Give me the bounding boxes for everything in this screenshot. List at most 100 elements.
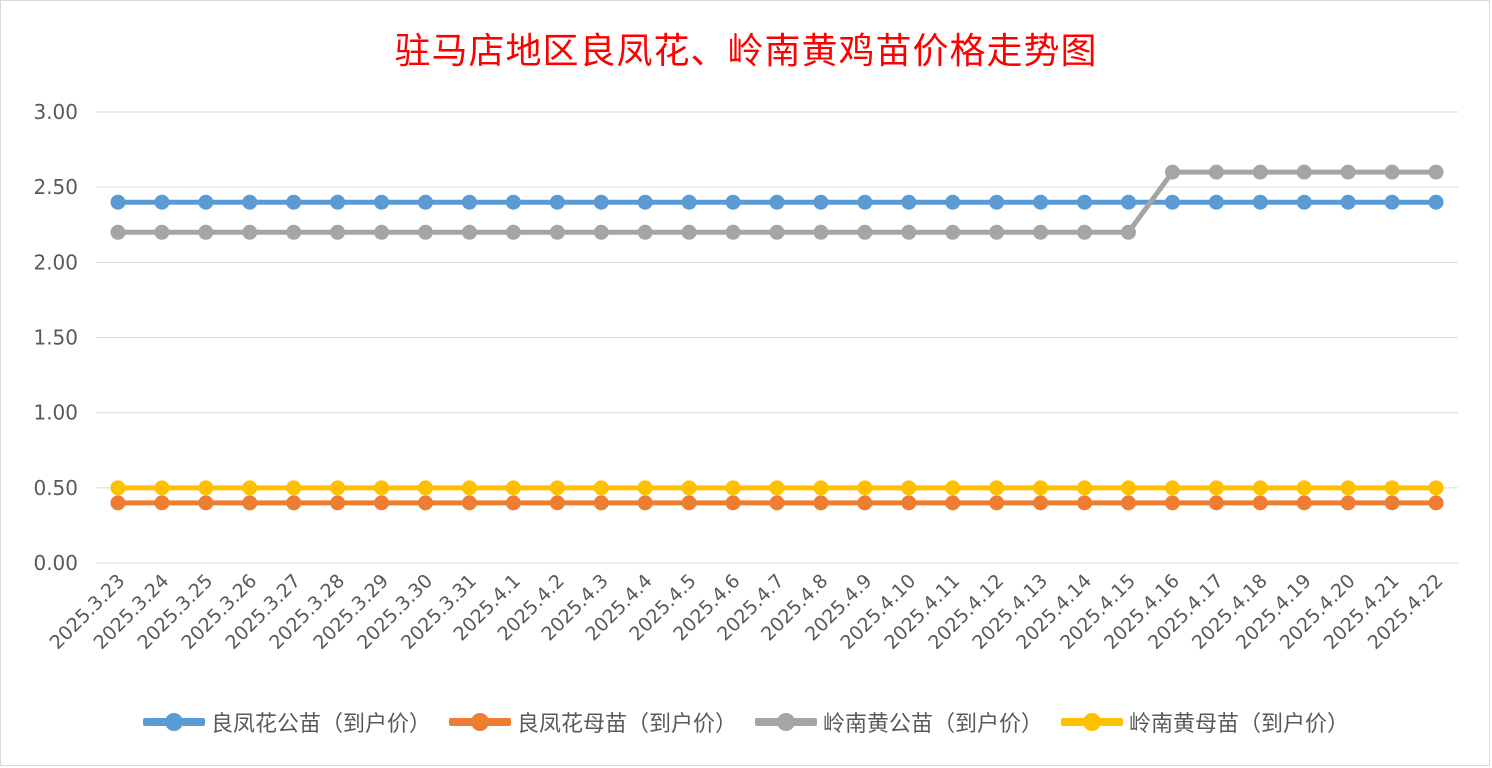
data-point bbox=[857, 480, 873, 496]
data-point bbox=[681, 495, 697, 511]
data-point bbox=[549, 480, 565, 496]
data-point bbox=[901, 194, 917, 210]
data-point bbox=[1164, 164, 1180, 180]
data-point bbox=[769, 194, 785, 210]
data-point bbox=[1296, 164, 1312, 180]
data-point bbox=[1340, 480, 1356, 496]
data-point bbox=[681, 224, 697, 240]
legend-label: 岭南黄公苗（到户价） bbox=[823, 712, 1044, 737]
data-point bbox=[1120, 194, 1136, 210]
data-point bbox=[461, 224, 477, 240]
x-axis: 2025.3.232025.3.242025.3.252025.3.262025… bbox=[46, 570, 1448, 654]
y-tick-label: 1.00 bbox=[33, 401, 78, 425]
data-point bbox=[1208, 495, 1224, 511]
series-lines bbox=[110, 164, 1444, 511]
data-point bbox=[593, 495, 609, 511]
data-point bbox=[154, 194, 170, 210]
data-point bbox=[418, 480, 434, 496]
data-point bbox=[505, 495, 521, 511]
data-point bbox=[154, 480, 170, 496]
data-point bbox=[505, 480, 521, 496]
data-point bbox=[242, 480, 258, 496]
data-point bbox=[505, 194, 521, 210]
data-point bbox=[286, 194, 302, 210]
data-point bbox=[637, 495, 653, 511]
y-axis: 0.00 0.50 1.00 1.50 2.00 2.50 3.00 bbox=[33, 100, 78, 575]
data-point bbox=[549, 224, 565, 240]
data-point bbox=[418, 224, 434, 240]
data-point bbox=[1428, 194, 1444, 210]
legend-swatch bbox=[142, 713, 205, 731]
legend-swatch bbox=[755, 713, 817, 731]
data-point bbox=[989, 495, 1005, 511]
data-point bbox=[769, 495, 785, 511]
data-point bbox=[374, 480, 390, 496]
data-point bbox=[1296, 495, 1312, 511]
data-point bbox=[198, 480, 214, 496]
data-point bbox=[1252, 495, 1268, 511]
data-point bbox=[1033, 495, 1049, 511]
data-point bbox=[198, 224, 214, 240]
data-point bbox=[154, 224, 170, 240]
data-point bbox=[945, 480, 961, 496]
data-point bbox=[1077, 224, 1093, 240]
data-point bbox=[461, 495, 477, 511]
data-point bbox=[330, 480, 346, 496]
data-point bbox=[725, 194, 741, 210]
data-point bbox=[242, 224, 258, 240]
data-point bbox=[374, 495, 390, 511]
data-point bbox=[505, 224, 521, 240]
data-point bbox=[1384, 495, 1400, 511]
data-point bbox=[110, 495, 126, 511]
data-point bbox=[374, 194, 390, 210]
legend-swatch bbox=[448, 713, 511, 731]
data-point bbox=[593, 224, 609, 240]
data-point bbox=[1120, 480, 1136, 496]
legend-item: 岭南黄公苗（到户价） bbox=[755, 706, 1043, 738]
data-point bbox=[110, 480, 126, 496]
legend: 良凤花公苗（到户价） 良凤花母苗（到户价） 岭南黄公苗（到户价） 岭南黄母苗（到户价） bbox=[0, 702, 1492, 742]
data-point bbox=[1296, 480, 1312, 496]
legend-item: 良凤花母苗（到户价） bbox=[448, 706, 737, 738]
data-point bbox=[989, 224, 1005, 240]
legend-label: 良凤花母苗（到户价） bbox=[516, 712, 737, 737]
data-point bbox=[989, 194, 1005, 210]
data-point bbox=[330, 194, 346, 210]
data-point bbox=[549, 495, 565, 511]
series-1 bbox=[110, 194, 1444, 210]
legend-label: 良凤花公苗（到户价） bbox=[210, 712, 431, 737]
data-point bbox=[1384, 164, 1400, 180]
data-point bbox=[461, 194, 477, 210]
data-point bbox=[725, 480, 741, 496]
y-tick-label: 1.50 bbox=[33, 326, 78, 350]
data-point bbox=[242, 194, 258, 210]
data-point bbox=[857, 224, 873, 240]
series-3 bbox=[110, 164, 1444, 240]
data-point bbox=[1384, 480, 1400, 496]
data-point bbox=[593, 480, 609, 496]
data-point bbox=[1120, 224, 1136, 240]
data-point bbox=[681, 480, 697, 496]
data-point bbox=[1120, 495, 1136, 511]
line-chart: 0.00 0.50 1.00 1.50 2.00 2.50 3.00 2025.3.2320… bbox=[33, 100, 1458, 654]
data-point bbox=[637, 224, 653, 240]
data-point bbox=[1077, 194, 1093, 210]
data-point bbox=[286, 495, 302, 511]
data-point bbox=[857, 194, 873, 210]
data-point bbox=[461, 480, 477, 496]
data-point bbox=[1033, 480, 1049, 496]
data-point bbox=[1252, 194, 1268, 210]
series-4 bbox=[110, 480, 1444, 496]
data-point bbox=[418, 194, 434, 210]
data-point bbox=[374, 224, 390, 240]
data-point bbox=[1296, 194, 1312, 210]
y-tick-label: 2.00 bbox=[33, 250, 78, 274]
data-point bbox=[593, 194, 609, 210]
data-point bbox=[945, 495, 961, 511]
y-tick-label: 0.00 bbox=[33, 551, 78, 575]
data-point bbox=[1208, 194, 1224, 210]
data-point bbox=[857, 495, 873, 511]
data-point bbox=[154, 495, 170, 511]
data-point bbox=[813, 495, 829, 511]
data-point bbox=[1252, 480, 1268, 496]
